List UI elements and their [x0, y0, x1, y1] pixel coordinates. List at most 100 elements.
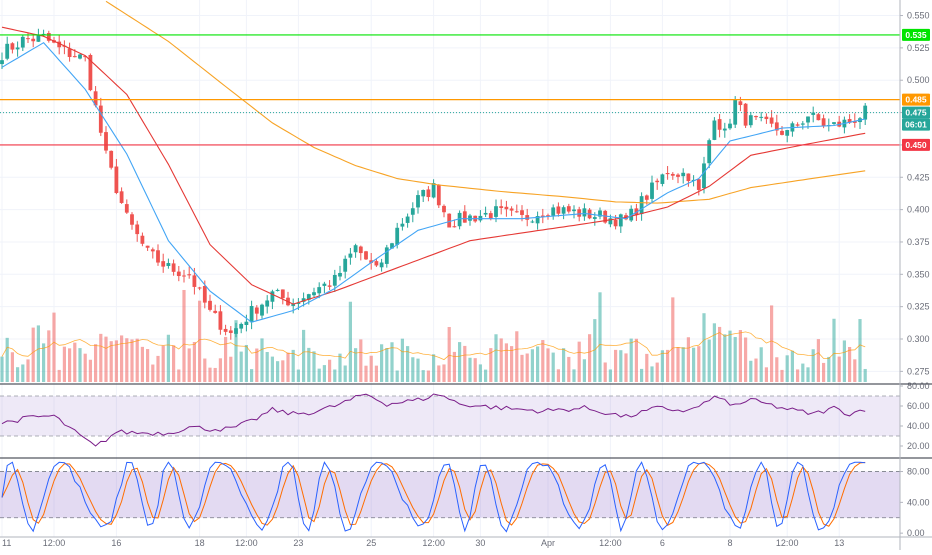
candle-body	[806, 116, 810, 123]
candle-body	[681, 172, 686, 177]
volume-bar	[842, 340, 846, 382]
candle-body	[67, 48, 72, 57]
volume-bar	[603, 362, 607, 382]
candle-body	[722, 128, 727, 131]
candle-body	[218, 311, 223, 330]
volume-bar	[26, 359, 30, 382]
time-tick-label: 12:00	[599, 538, 622, 548]
candle-body	[374, 261, 379, 266]
volume-bar	[333, 369, 337, 382]
candle-body	[743, 103, 748, 126]
price-tick-label: 0.325	[907, 302, 930, 312]
ma-orange-line	[105, 0, 866, 204]
candle-body	[494, 206, 498, 217]
candle-body	[234, 328, 238, 334]
candle-body	[421, 190, 426, 197]
volume-bar	[114, 340, 118, 382]
candle-body	[863, 105, 868, 120]
candle-body	[561, 207, 566, 214]
candle-body	[504, 206, 509, 210]
volume-bar	[426, 370, 430, 382]
volume-bar	[822, 362, 826, 382]
volume-bar	[629, 338, 633, 382]
volume-bar	[343, 365, 347, 382]
volume-bar	[125, 338, 129, 382]
volume-bar	[411, 357, 415, 382]
volume-bar	[582, 359, 586, 382]
rsi-tick-label: 20.00	[907, 441, 930, 451]
volume-bar	[354, 348, 358, 382]
price-tick-label: 0.300	[907, 334, 930, 344]
volume-bar	[406, 346, 410, 382]
horizontal-levels[interactable]	[0, 34, 900, 146]
candle-body	[296, 302, 301, 304]
volume-bar	[416, 358, 420, 382]
volume-bar	[562, 348, 566, 382]
candle-body	[442, 205, 446, 213]
candle-body	[577, 209, 582, 217]
time-tick-label: 30	[475, 538, 485, 548]
candle-body	[452, 226, 457, 228]
candle-body	[57, 41, 62, 48]
volume-bar	[47, 330, 51, 382]
candle-body	[109, 150, 114, 168]
candle-body	[338, 272, 342, 277]
volume-bar	[281, 360, 285, 382]
candle-body	[239, 323, 244, 329]
candle-body	[260, 304, 264, 316]
time-tick-label: 12:00	[422, 538, 445, 548]
candle-body	[348, 253, 353, 258]
candle-body	[598, 210, 602, 217]
candle-body	[738, 101, 743, 106]
volume-bar	[764, 367, 768, 382]
volume-bar	[816, 339, 820, 382]
candle-body	[546, 215, 550, 217]
candle-body	[431, 183, 436, 198]
volume-bar	[707, 339, 711, 382]
candle-body	[535, 216, 540, 224]
rsi-tick-label: 40.00	[907, 421, 930, 431]
candle-body	[774, 122, 779, 131]
volume-bar	[619, 350, 623, 382]
candle-body	[462, 211, 467, 223]
volume-bar	[473, 358, 477, 382]
volume-bar	[801, 363, 805, 382]
candle-body	[852, 121, 857, 123]
time-tick-label: 12:00	[235, 538, 258, 548]
candle-body	[26, 38, 30, 40]
volume-bar	[520, 354, 524, 382]
volume-bar	[5, 337, 9, 382]
volume-bar	[452, 351, 456, 382]
volume-bar	[348, 301, 352, 382]
candle-body	[5, 43, 10, 59]
volume-bar	[827, 356, 831, 382]
time-axis: 11 12:00 16 18 12:00 23 25 12:00 30 Apr 12:00 6 8 12:…	[2, 538, 844, 548]
candle-body	[98, 105, 103, 133]
candle-body	[665, 173, 670, 175]
volume-bar	[676, 347, 680, 382]
candle-body	[213, 310, 218, 313]
volume-bar	[806, 367, 810, 382]
indicator-lines	[1, 0, 866, 533]
volume-bar	[307, 347, 311, 382]
candle-body	[410, 208, 415, 215]
volume-bar	[723, 334, 727, 382]
candle-body	[764, 116, 769, 120]
volume-bar	[697, 346, 701, 382]
candle-body	[769, 117, 774, 124]
candle-body	[301, 298, 306, 302]
candle-body	[119, 191, 124, 203]
candle-body	[145, 245, 150, 248]
candle-body	[72, 56, 77, 58]
volume-bar	[322, 365, 326, 382]
volume-bar	[712, 323, 716, 382]
candle-body	[468, 215, 472, 221]
candle-body	[390, 243, 394, 249]
volume-bar	[52, 312, 56, 382]
candle-body	[660, 174, 665, 184]
time-tick-label: 13	[834, 538, 844, 548]
volume-bar	[515, 331, 519, 382]
